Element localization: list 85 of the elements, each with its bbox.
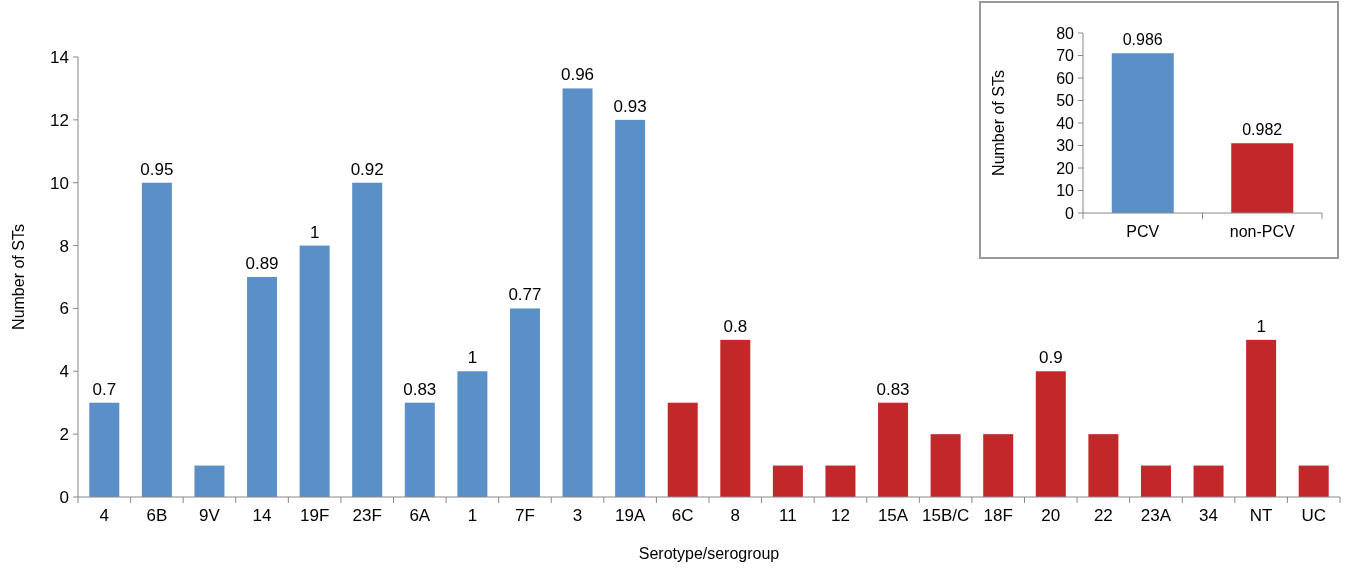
bar: [457, 371, 488, 497]
x-tick-label: 8: [730, 506, 741, 525]
bar: [1035, 371, 1066, 497]
x-tick-label: 11: [779, 506, 797, 525]
y-tick-label: 0: [1065, 204, 1075, 222]
x-tick-label: 6A: [409, 506, 431, 525]
bar: [1298, 465, 1329, 497]
y-axis-title: Number of STs: [10, 224, 27, 330]
y-tick-label: 30: [1056, 137, 1075, 155]
x-tick-label: 6B: [146, 506, 168, 525]
bar: [89, 402, 120, 497]
y-tick-label: 20: [1056, 159, 1075, 177]
x-tick-label: 19A: [615, 506, 646, 525]
y-tick-label: 50: [1056, 92, 1075, 110]
x-tick-label: UC: [1301, 506, 1326, 525]
annotation: 0.96: [560, 65, 595, 85]
annotation: 0.92: [350, 159, 384, 179]
x-tick-label: 20: [1041, 506, 1061, 525]
x-axis-title: Serotype/serogroup: [638, 545, 780, 562]
x-tick-label: 15B/C: [922, 506, 970, 525]
x-tick-label: 6C: [671, 506, 694, 525]
annotation: 0.8: [723, 316, 748, 336]
y-tick-label: 40: [1056, 114, 1075, 132]
annotation: 1: [1256, 316, 1266, 336]
x-tick-label: 9V: [199, 506, 221, 525]
x-tick-label: non-PCV: [1229, 223, 1296, 240]
annotation: 0.93: [613, 96, 647, 116]
x-tick-label: 7F: [515, 506, 535, 525]
bar: [1088, 434, 1119, 497]
y-tick-label: 12: [50, 110, 69, 130]
bar: [983, 434, 1014, 497]
annotation: 0.77: [508, 285, 542, 305]
bar: [194, 465, 225, 497]
bar: [615, 119, 646, 497]
x-tick-label: 23F: [352, 506, 382, 525]
bar: [299, 245, 330, 497]
bar: [1193, 465, 1224, 497]
x-tick-label: 4: [99, 506, 110, 525]
x-tick-label: 15A: [877, 506, 909, 525]
annotation: 0.9: [1038, 348, 1063, 368]
y-tick-label: 80: [1056, 24, 1075, 42]
y-tick-label: 2: [59, 425, 69, 445]
x-tick-label: 1: [467, 506, 478, 525]
bar: [352, 182, 383, 497]
x-tick-label: 22: [1093, 506, 1113, 525]
y-tick-label: 8: [59, 236, 69, 256]
bar: [825, 465, 856, 497]
x-tick-label: 12: [831, 506, 850, 525]
bar: [878, 402, 909, 497]
bar: [562, 88, 593, 497]
annotation: 0.89: [245, 254, 279, 273]
annotation: 1: [467, 348, 478, 368]
annotation: 0.7: [92, 379, 117, 399]
x-tick-label: 34: [1199, 506, 1218, 525]
bar: [247, 277, 278, 497]
bar: [1140, 465, 1171, 497]
y-tick-label: 70: [1056, 47, 1075, 65]
bar: [404, 402, 435, 497]
x-tick-label: 14: [252, 506, 272, 525]
y-axis-title: Number of STs: [990, 70, 1007, 176]
x-tick-label: 18F: [983, 506, 1013, 525]
bar: [141, 182, 172, 497]
y-tick-label: 4: [59, 362, 69, 382]
y-tick-label: 14: [50, 47, 69, 67]
y-tick-label: 0: [59, 487, 69, 507]
annotation: 0.83: [403, 379, 437, 399]
x-tick-label: 3: [572, 506, 583, 525]
bar: [509, 308, 540, 497]
annotation: 0.982: [1242, 121, 1283, 139]
x-tick-label: 23A: [1140, 506, 1172, 525]
y-tick-label: 10: [50, 173, 69, 193]
bar: [1246, 339, 1277, 497]
y-tick-label: 60: [1056, 69, 1075, 87]
y-tick-label: 10: [1056, 182, 1075, 200]
bar: [667, 402, 698, 497]
y-tick-label: 6: [59, 299, 69, 319]
annotation: 0.95: [140, 159, 174, 179]
bar: [772, 465, 803, 497]
bar: [720, 339, 751, 497]
annotation: 0.83: [876, 379, 910, 399]
annotation: 0.986: [1122, 31, 1163, 49]
x-tick-label: NT: [1249, 506, 1273, 525]
x-tick-label: PCV: [1126, 223, 1160, 240]
x-tick-label: 19F: [299, 506, 330, 525]
bar: [930, 434, 961, 497]
